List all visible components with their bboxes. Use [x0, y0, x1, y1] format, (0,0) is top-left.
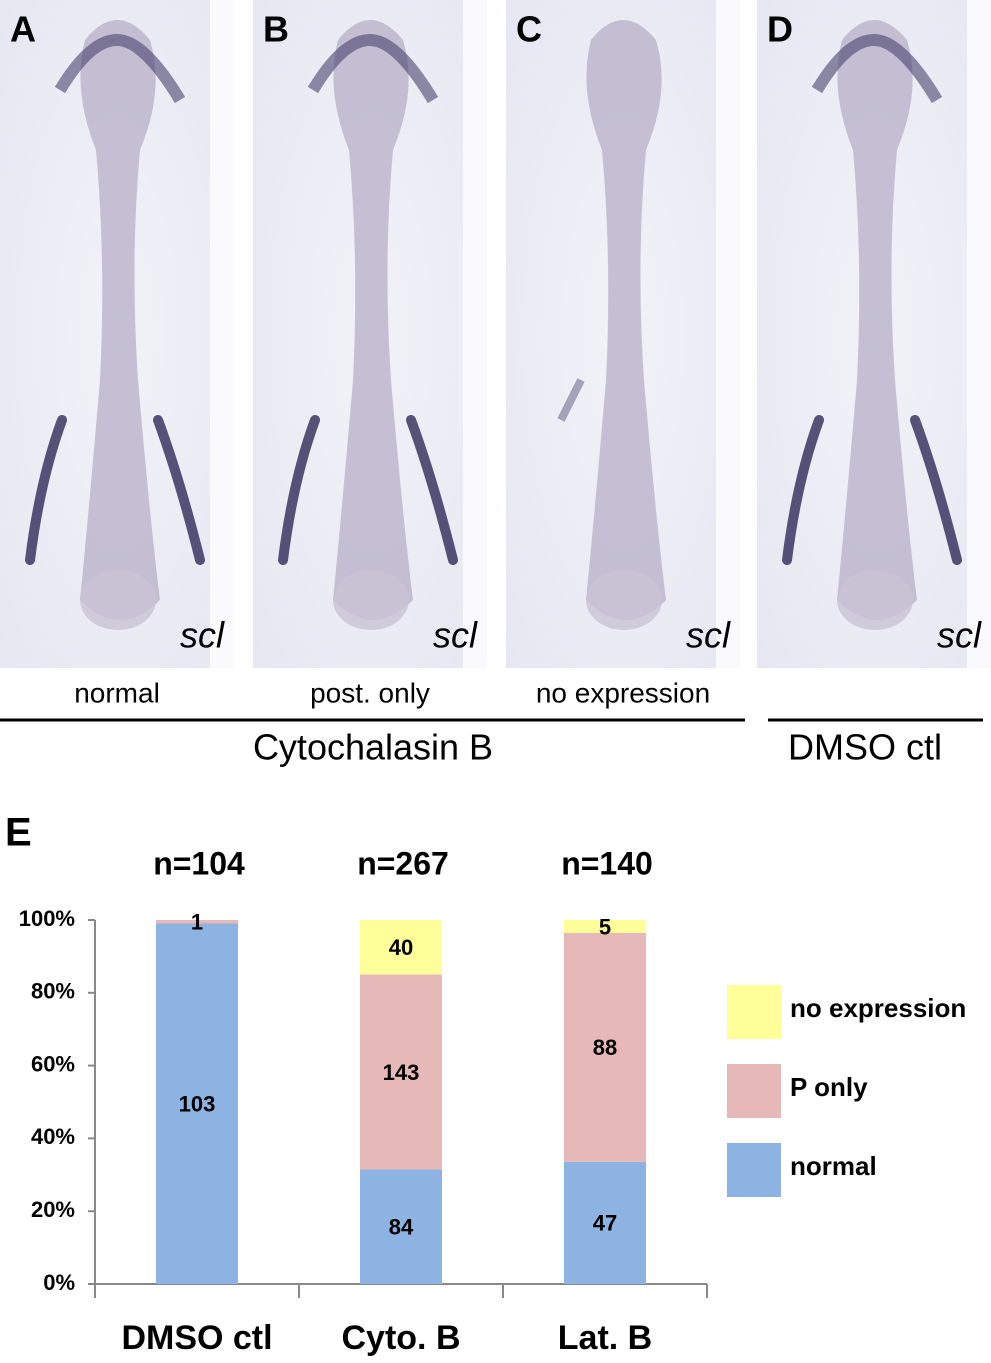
legend-label: P only: [790, 1072, 868, 1102]
embryo-image: [0, 0, 234, 668]
y-tick-label: 80%: [31, 979, 75, 1004]
expression-stripe: [278, 415, 320, 565]
embryo-image: [506, 0, 740, 668]
legend-label: normal: [790, 1151, 877, 1181]
x-tick-label: Cyto. B: [342, 1319, 461, 1357]
legend-swatch: [727, 1143, 781, 1197]
embryo-image: [757, 0, 991, 668]
legend-swatch: [727, 1064, 781, 1118]
x-tick-label: Lat. B: [558, 1319, 652, 1357]
value-label: 40: [389, 935, 413, 960]
value-label: 143: [383, 1060, 420, 1085]
y-tick-label: 60%: [31, 1051, 75, 1076]
bar-segment: [360, 920, 442, 975]
panel-letter: D: [767, 9, 793, 50]
panel-caption: post. only: [310, 677, 430, 708]
bar-segment: [564, 933, 646, 1162]
gene-marker: scl: [937, 615, 982, 656]
expression-stripe: [557, 378, 585, 422]
group-label: DMSO ctl: [788, 727, 942, 768]
y-tick-label: 20%: [31, 1197, 75, 1222]
expression-head: [811, 33, 943, 104]
y-tick-label: 40%: [31, 1124, 75, 1149]
bar-segment: [360, 1169, 442, 1284]
sample-size: n=267: [357, 845, 449, 881]
sample-size: n=104: [153, 845, 245, 881]
value-label: 1: [191, 910, 203, 935]
group-label: Cytochalasin B: [253, 727, 493, 768]
value-label: 103: [179, 1092, 216, 1117]
value-label: 88: [593, 1035, 617, 1060]
expression-stripe: [25, 415, 67, 565]
bar-segment: [360, 974, 442, 1170]
bar-segment: [564, 920, 646, 933]
panel-letter: C: [516, 9, 542, 50]
expression-head: [54, 33, 186, 104]
value-label: 84: [389, 1215, 414, 1240]
expression-head: [307, 33, 439, 104]
bar-segment: [564, 1161, 646, 1284]
x-tick-label: DMSO ctl: [121, 1319, 272, 1357]
gene-marker: scl: [433, 615, 478, 656]
expression-stripe: [153, 415, 205, 565]
panel-letter: A: [10, 9, 36, 50]
legend-label: no expression: [790, 993, 966, 1023]
legend-swatch: [727, 985, 781, 1039]
gene-marker: scl: [180, 615, 225, 656]
gene-marker: scl: [686, 615, 731, 656]
bar-segment: [156, 923, 238, 1284]
y-tick-label: 0%: [43, 1270, 75, 1295]
expression-stripe: [782, 415, 824, 565]
bar-segment: [156, 920, 238, 924]
sample-size: n=140: [561, 845, 653, 881]
embryo-image: [253, 0, 487, 668]
panel-letter: E: [5, 811, 32, 855]
expression-stripe: [910, 415, 962, 565]
panel-caption: normal: [74, 677, 160, 708]
expression-stripe: [406, 415, 458, 565]
value-label: 5: [599, 914, 611, 939]
panel-letter: B: [263, 9, 289, 50]
value-label: 47: [593, 1211, 617, 1236]
panel-caption: no expression: [536, 677, 710, 708]
y-tick-label: 100%: [19, 906, 75, 931]
